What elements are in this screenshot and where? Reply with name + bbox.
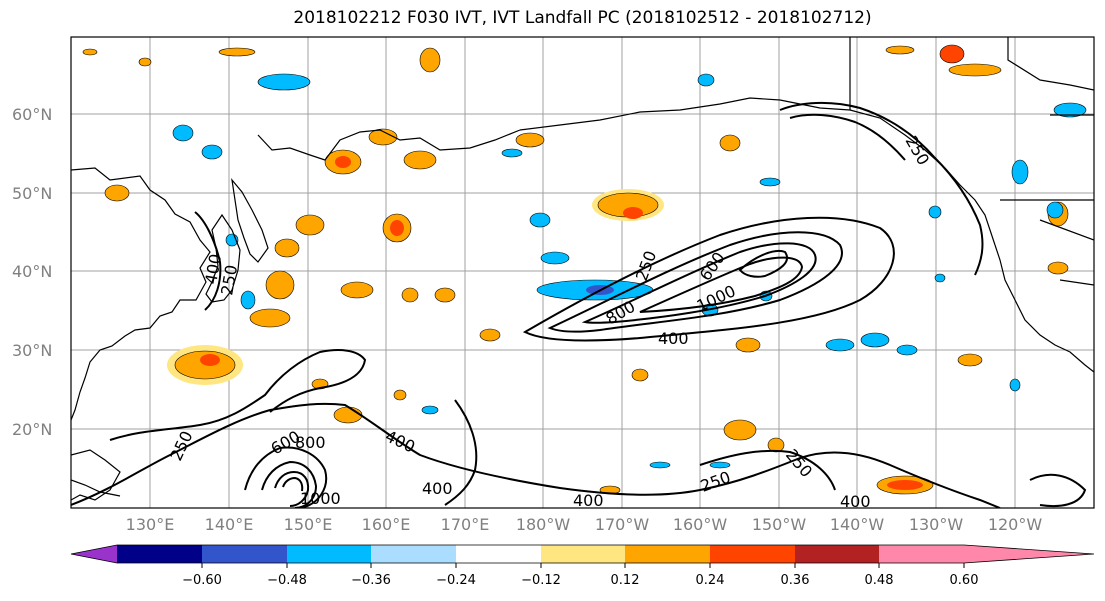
colorbar: −0.60 −0.48 −0.36 −0.24 −0.12 0.12 0.24 … [70,544,1095,588]
colorbar-tick-label: 0.36 [781,573,810,588]
lat-label: 60°N [12,105,52,124]
longitude-labels: 130°E 140°E 150°E 160°E 170°E 180°W 170°… [126,515,1043,534]
colorbar-segment [879,545,964,563]
contour-label: 800 [295,433,326,452]
colorbar-segment [710,545,795,563]
lon-label: 160°E [362,515,411,534]
lat-label: 30°N [12,341,52,360]
lat-label: 40°N [12,262,52,281]
map-title: 2018102212 F030 IVT, IVT Landfall PC (20… [293,8,872,28]
lon-label: 130°E [126,515,175,534]
lon-label: 150°W [752,515,807,534]
colorbar-extend-right [964,545,1094,563]
colorbar-tick-label: −0.60 [182,573,222,588]
colorbar-tick-label: −0.24 [436,573,476,588]
colorbar-ticks [201,563,965,568]
colorbar-tick-label: 0.24 [696,573,725,588]
lon-label: 170°E [441,515,490,534]
colorbar-outline [70,544,1095,564]
gridlines [71,37,1094,508]
colorbar-tick-label: 0.48 [865,573,894,588]
colorbar-tick-label: 0.12 [611,573,640,588]
ivt-contours [71,101,1087,508]
contour-label: 400 [658,329,689,348]
contour-label: 1000 [300,489,341,508]
colorbar-segment [795,545,879,563]
pc-negative-shading [172,73,1087,469]
colorbar-segment [625,545,710,563]
colorbar-extend-left [71,545,117,563]
colorbar-tick-label: 0.60 [950,573,979,588]
map-border [70,36,1095,509]
colorbar-segment [117,545,202,563]
colorbar-segment [371,545,456,563]
lon-label: 130°W [909,515,964,534]
contour-label: 400 [573,491,604,510]
colorbar-tick-label: −0.12 [521,573,561,588]
colorbar-segment [202,545,287,563]
colorbar-segment [541,545,625,563]
lon-label: 160°W [673,515,728,534]
colorbar-segment [287,545,371,563]
lat-label: 50°N [12,184,52,203]
lon-label: 140°W [830,515,885,534]
colorbar-segment [456,545,541,563]
contour-label: 400 [422,479,453,498]
lon-label: 170°W [595,515,650,534]
lat-label: 20°N [12,420,52,439]
lon-label: 120°W [988,515,1043,534]
lon-label: 180°W [516,515,571,534]
latitude-labels: 20°N 30°N 40°N 50°N 60°N [12,105,52,439]
coastlines [71,37,1094,501]
pc-positive-shading [82,44,1069,495]
colorbar-tick-label: −0.36 [351,573,391,588]
contour-label: 400 [840,492,871,511]
lon-label: 150°E [284,515,333,534]
colorbar-tick-label: −0.48 [267,573,307,588]
lon-label: 140°E [205,515,254,534]
